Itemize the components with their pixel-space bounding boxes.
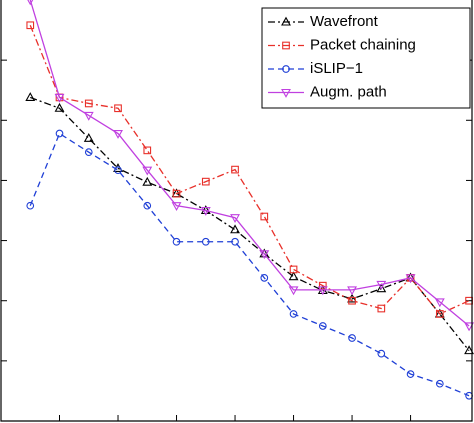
marker [259, 248, 270, 258]
marker [26, 201, 35, 210]
marker [143, 146, 152, 155]
legend-label: Packet chaining [310, 36, 416, 53]
series-line [30, 96, 470, 352]
marker [83, 111, 94, 121]
marker [288, 271, 299, 281]
marker [377, 304, 386, 313]
marker [83, 132, 94, 142]
marker [84, 148, 93, 157]
marker [289, 265, 298, 274]
marker [201, 177, 210, 186]
marker [54, 102, 65, 112]
marker [289, 310, 298, 318]
marker [27, 0, 34, 6]
marker [171, 202, 182, 212]
marker [260, 274, 269, 282]
marker [230, 224, 240, 234]
marker [25, 92, 36, 101]
marker [142, 176, 153, 186]
marker [376, 283, 387, 293]
marker [172, 237, 181, 246]
legend-label: Wavefront [310, 13, 379, 30]
marker [84, 99, 93, 108]
marker [377, 349, 386, 358]
marker [26, 21, 35, 30]
marker [376, 280, 387, 290]
marker [143, 201, 152, 210]
marker [464, 345, 474, 355]
marker [347, 293, 357, 303]
marker [231, 165, 239, 174]
series-line [29, 25, 470, 315]
marker [434, 298, 445, 308]
marker [113, 129, 123, 139]
marker [435, 310, 444, 318]
marker [318, 281, 327, 290]
legend-marker [281, 88, 291, 98]
marker [142, 166, 153, 176]
legend-marker [282, 65, 290, 73]
series-line [29, 0, 470, 327]
marker [347, 286, 357, 296]
legend-marker [282, 41, 290, 50]
legend-marker [281, 16, 291, 26]
marker [172, 189, 181, 198]
marker [435, 379, 444, 388]
marker [348, 296, 356, 305]
marker [259, 250, 270, 260]
marker [231, 237, 239, 246]
series-line [29, 132, 470, 397]
marker [288, 286, 299, 296]
marker [200, 206, 211, 216]
legend-label: iSLIP−1 [310, 60, 363, 77]
legend-label: Augm. path [310, 83, 387, 100]
marker [348, 334, 356, 342]
marker [114, 166, 122, 175]
marker [406, 370, 415, 378]
legend-box [261, 7, 471, 109]
marker [230, 214, 240, 224]
marker [405, 274, 416, 284]
marker [201, 237, 210, 246]
marker [464, 322, 474, 332]
marker [55, 129, 64, 138]
marker [317, 286, 328, 296]
marker [318, 322, 327, 330]
marker [54, 93, 65, 103]
marker [114, 104, 122, 113]
marker [260, 212, 269, 221]
